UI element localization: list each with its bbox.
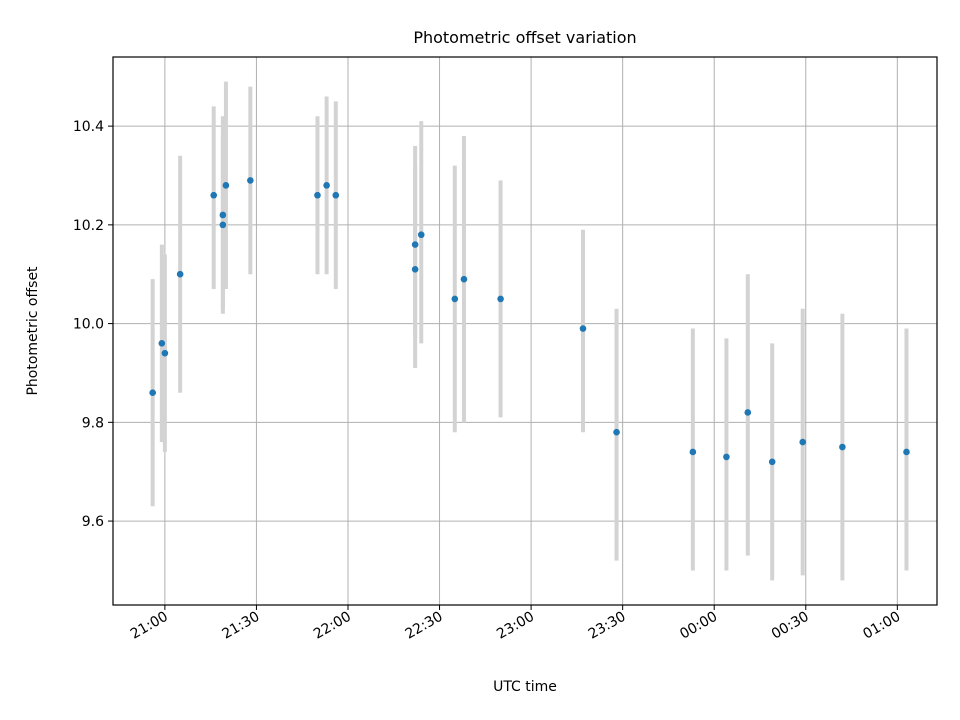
data-point [768,458,776,466]
y-tick-label: 9.6 [82,514,104,530]
data-point [903,448,910,456]
plot-area [112,56,938,606]
y-axis-label: Photometric offset [25,266,41,396]
data-point [723,453,730,461]
data-point [460,275,468,283]
y-axis: 9.6 9.8 10.0 10.2 10.4 [73,119,113,530]
data-point [839,443,846,451]
data-point [158,340,166,347]
data-point [689,448,697,456]
y-tick-label: 9.8 [82,415,104,431]
plot-background [113,57,937,605]
data-point [161,349,169,357]
data-point [579,325,587,332]
data-point [411,265,419,273]
data-point [247,177,254,184]
data-point [149,389,156,397]
grid-layer [113,57,937,605]
data-point [744,409,752,416]
data-point [222,182,230,189]
y-tick-label: 10.0 [73,317,104,333]
data-point [176,270,184,278]
y-tick-label: 10.2 [73,218,104,234]
data-point [799,438,807,446]
data-point [219,221,227,229]
data-point [497,295,504,303]
data-point [613,428,620,436]
data-point [451,295,459,303]
x-axis-label: UTC time [493,679,557,695]
marker-layer [149,177,910,466]
chart-title: Photometric offset variation [413,28,636,47]
plot-frame [112,56,938,606]
data-point [417,231,425,239]
data-point [210,191,218,199]
data-point [314,191,321,199]
data-point [332,191,340,199]
data-point [323,182,330,189]
y-tick-label: 10.4 [73,119,104,135]
data-point [411,241,419,248]
data-point [219,211,227,219]
